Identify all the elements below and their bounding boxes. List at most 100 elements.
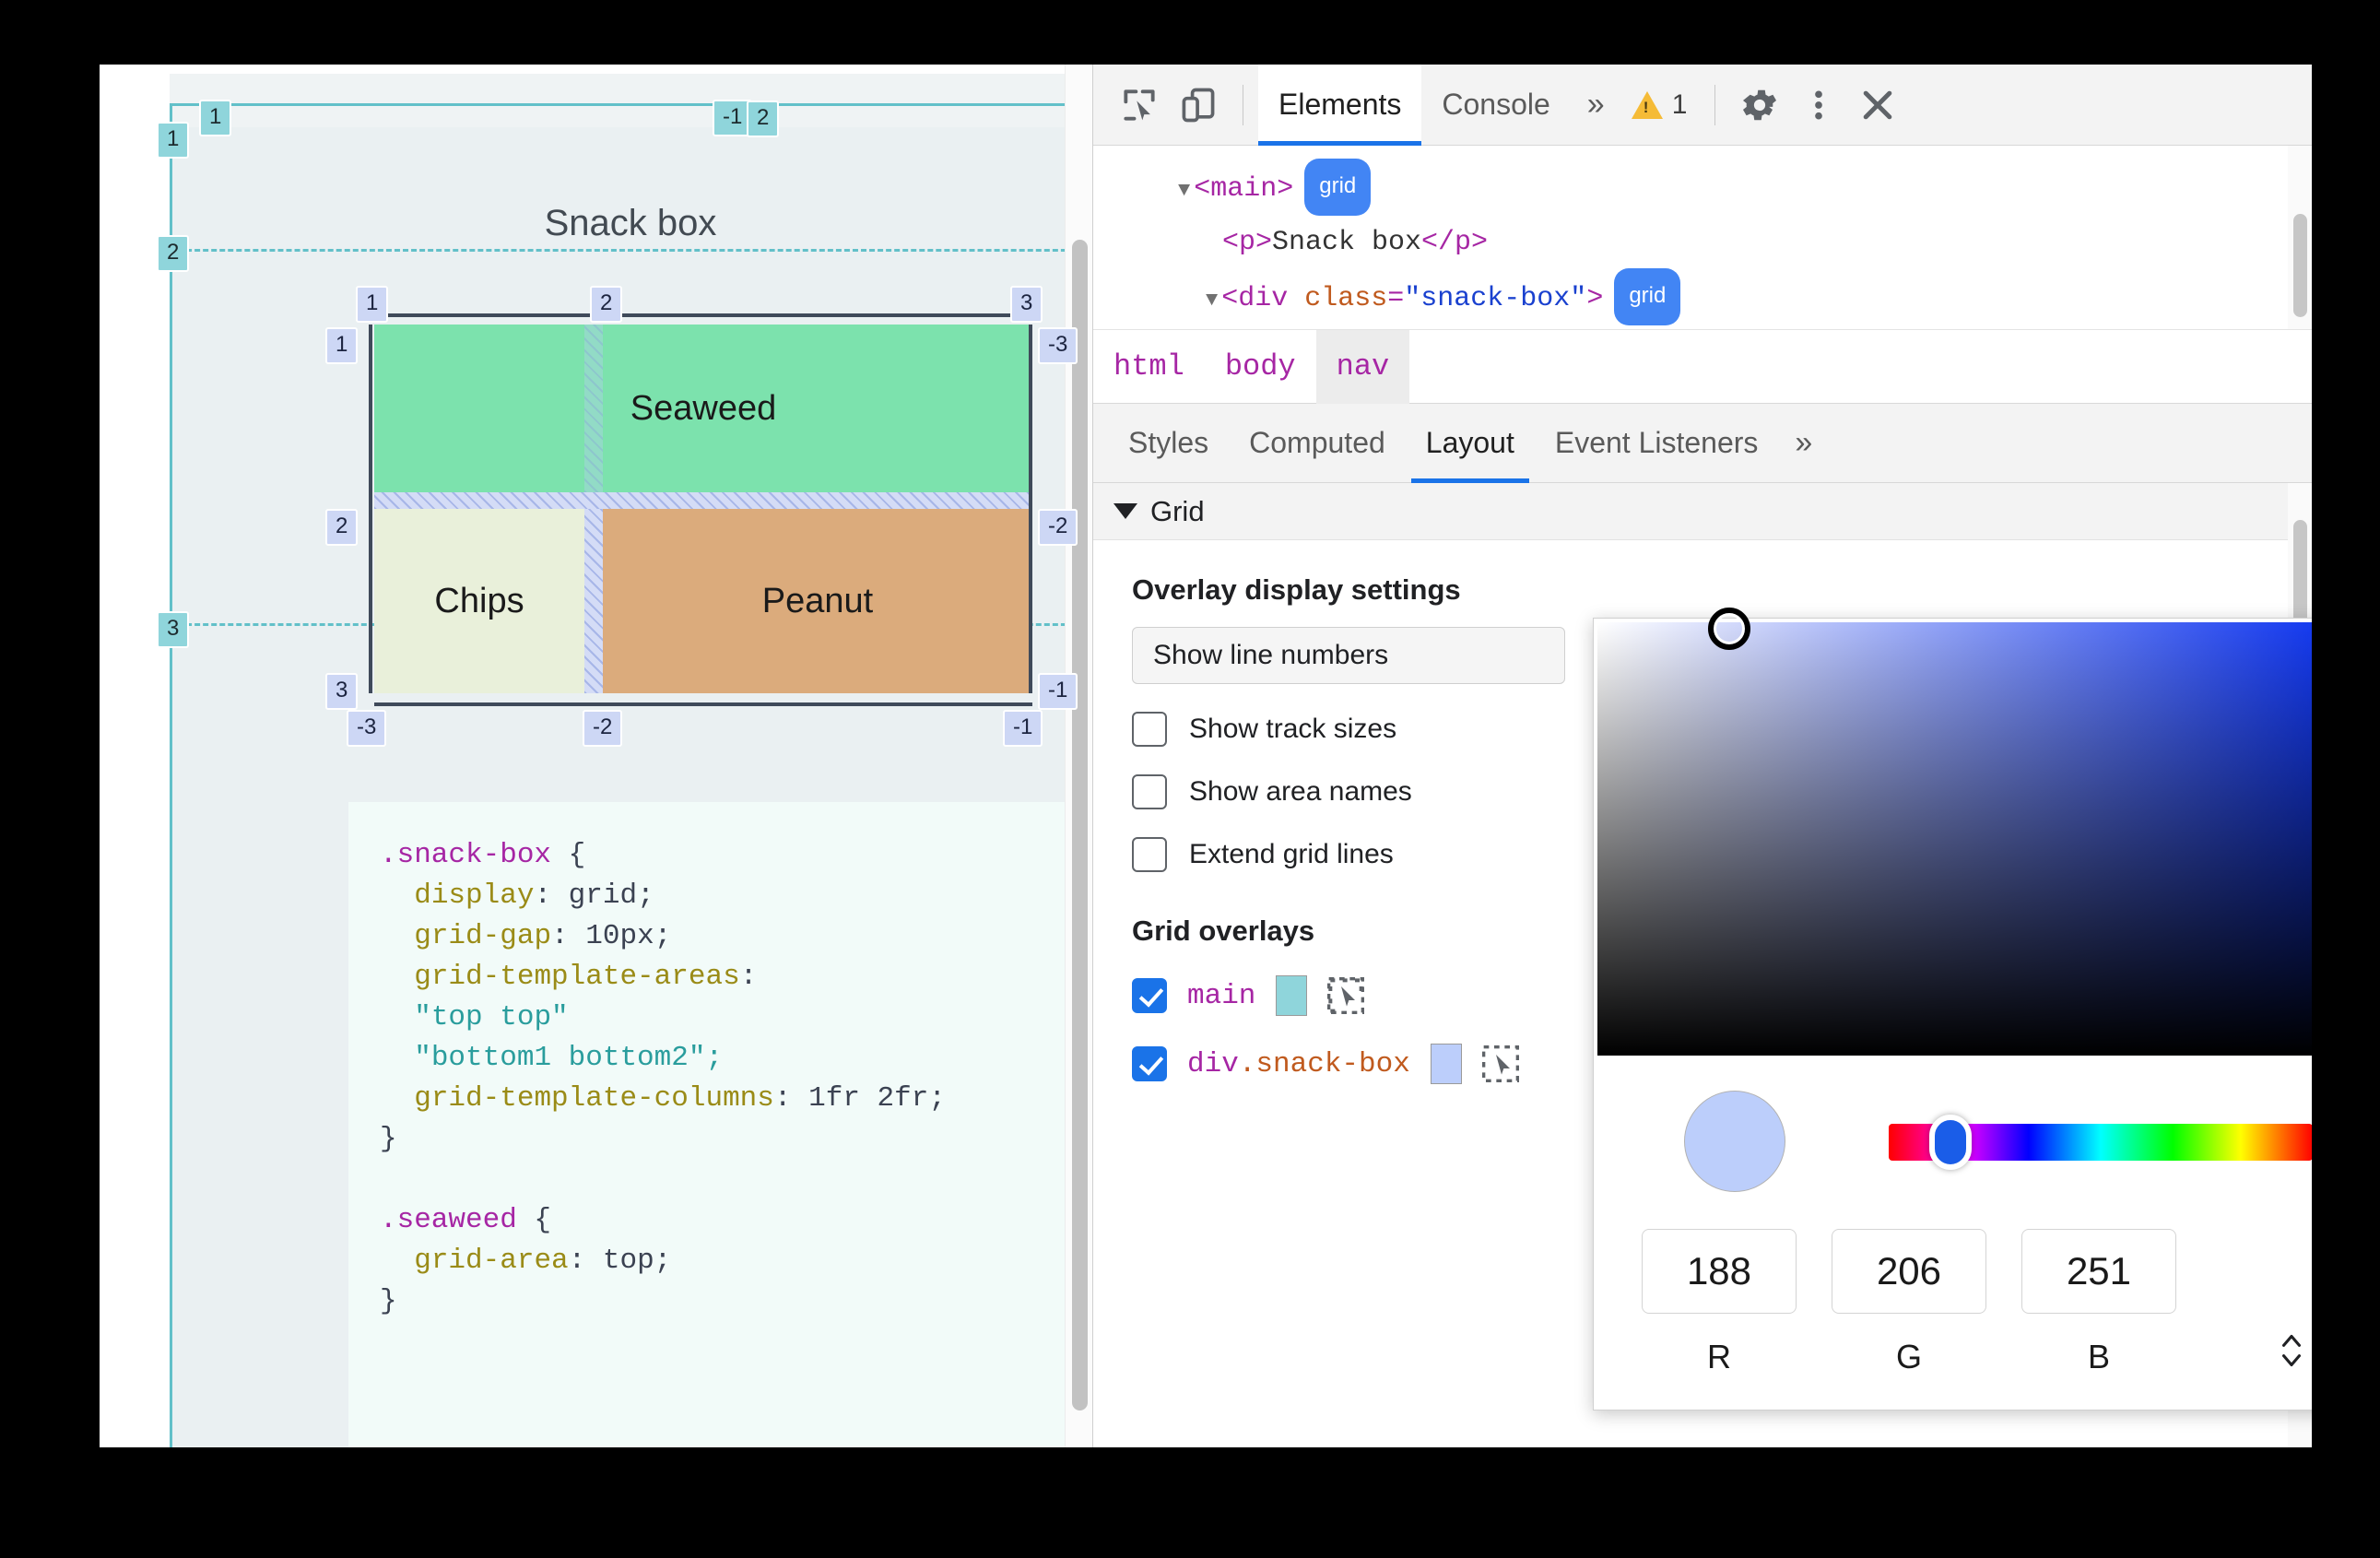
color-preview-swatch	[1684, 1091, 1785, 1192]
red-input[interactable]: 188	[1642, 1229, 1797, 1314]
tab-styles-label: Styles	[1128, 426, 1209, 459]
devtools-toolbar: Elements Console » 1	[1093, 65, 2312, 146]
inspect-element-icon[interactable]	[1110, 76, 1169, 135]
checkbox-row-extend-lines[interactable]: Extend grid lines	[1132, 837, 2312, 872]
dom-row-p[interactable]: <p>Snack box</p>	[1222, 227, 1489, 258]
grid-overlay-snackbox-color-swatch[interactable]	[1430, 1044, 1462, 1084]
gear-icon[interactable]	[1730, 76, 1789, 135]
breadcrumb-label-body: body	[1224, 349, 1296, 384]
color-picker-popup[interactable]: 188 R 206 G 251 B	[1593, 608, 2312, 1410]
grid-cell-seaweed-label: Seaweed	[630, 388, 777, 428]
breadcrumb-label-html: html	[1113, 349, 1184, 384]
page-title: Snack box	[544, 203, 717, 243]
tab-elements[interactable]: Elements	[1258, 65, 1422, 146]
show-track-sizes-label: Show track sizes	[1189, 714, 1397, 744]
green-input[interactable]: 206	[1832, 1229, 1986, 1314]
warning-indicator[interactable]: 1	[1619, 89, 1701, 121]
grid-overlay-snackbox-checkbox[interactable]	[1132, 1046, 1167, 1081]
dom-attr-class: class	[1304, 283, 1388, 314]
tab-console[interactable]: Console	[1421, 65, 1570, 146]
grid-gap-column	[584, 509, 603, 693]
grid-overlay-main-checkbox[interactable]	[1132, 978, 1167, 1013]
grid-overlay-snackbox-name: div.snack-box	[1187, 1048, 1410, 1080]
snackbox-badge-row-1: 1	[325, 327, 359, 364]
color-format-switcher-icon[interactable]	[2276, 1328, 2307, 1373]
code-prop-display: display	[414, 879, 535, 913]
grid-overlay-snackbox-element: div	[1187, 1047, 1239, 1080]
warning-count: 1	[1671, 89, 1688, 120]
breadcrumb-item-body[interactable]: body	[1205, 330, 1316, 404]
dom-tree-scrollbar-thumb[interactable]	[2293, 214, 2307, 317]
grid-badge-main[interactable]: grid	[1304, 159, 1372, 216]
expand-triangle-icon[interactable]: ▼	[1178, 179, 1191, 202]
rgb-field-b: 251 B	[2021, 1229, 2176, 1376]
checkbox-row-track-sizes[interactable]: Show track sizes	[1132, 712, 2312, 747]
snackbox-badge-row-neg3: -3	[1038, 327, 1078, 364]
viewport-scrollbar[interactable]	[1065, 65, 1092, 1447]
toolbar-divider-2	[1714, 84, 1716, 125]
grid-line-badge-row-1: 1	[157, 122, 190, 159]
code-val-grid-area: top;	[602, 1245, 672, 1278]
tab-styles[interactable]: Styles	[1108, 404, 1229, 483]
collapse-triangle-icon[interactable]	[1113, 503, 1137, 519]
hue-slider-handle[interactable]	[1929, 1115, 1972, 1170]
main-grid-line-left	[170, 103, 172, 1447]
css-code-block: .snack-box { display: grid; grid-gap: 10…	[348, 802, 1091, 1447]
code-area-row2: "bottom1 bottom2";	[414, 1042, 724, 1075]
green-value: 206	[1876, 1249, 1942, 1292]
select-element-icon[interactable]	[1327, 977, 1365, 1014]
grid-badge-snackbox[interactable]: grid	[1614, 268, 1681, 325]
kebab-menu-icon[interactable]	[1789, 76, 1848, 135]
main-grid-line-top	[170, 103, 1091, 106]
dom-tag-main: <main>	[1194, 173, 1294, 205]
code-val-columns: 1fr 2fr;	[808, 1082, 946, 1115]
more-sub-tabs-chevron-icon[interactable]: »	[1795, 425, 1812, 460]
snackbox-badge-col-neg3: -3	[347, 710, 387, 747]
blue-label: B	[2087, 1338, 2110, 1375]
tab-layout[interactable]: Layout	[1406, 404, 1535, 483]
dom-tree-scrollbar[interactable]	[2288, 146, 2312, 329]
tab-event-listeners[interactable]: Event Listeners	[1535, 404, 1779, 483]
grid-overlays-title: Grid overlays	[1132, 915, 1315, 947]
expand-triangle-icon[interactable]: ▼	[1206, 289, 1219, 312]
grid-overlay-main-name: main	[1187, 980, 1255, 1012]
show-area-names-checkbox[interactable]	[1132, 774, 1167, 809]
dom-tree[interactable]: ▼ <main> grid <p>Snack box</p> ▼ <div class…	[1093, 146, 2312, 330]
select-element-icon[interactable]	[1481, 1045, 1519, 1082]
breadcrumb-item-html[interactable]: html	[1093, 330, 1205, 404]
grid-gap-column-top	[584, 325, 603, 492]
saturation-value-box[interactable]	[1597, 608, 2312, 1056]
snackbox-badge-col-neg1: -1	[1003, 710, 1043, 747]
red-value: 188	[1686, 1249, 1752, 1292]
dom-text-snackbox: Snack box	[1272, 227, 1422, 258]
blue-input[interactable]: 251	[2021, 1229, 2176, 1314]
grid-line-badge-row-2: 2	[157, 235, 190, 272]
breadcrumb: html body nav	[1093, 329, 2312, 404]
show-track-sizes-checkbox[interactable]	[1132, 712, 1167, 747]
grid-overlay-main-color-swatch[interactable]	[1276, 975, 1308, 1016]
code-prop-columns: grid-template-columns	[414, 1082, 774, 1115]
dom-row-chips[interactable]: <div class="chips">Chips</div>	[1093, 326, 2312, 329]
dom-row-main[interactable]: ▼ <main> grid	[1093, 159, 2312, 217]
grid-section-header[interactable]: Grid	[1093, 483, 2312, 540]
checkbox-row-area-names[interactable]: Show area names	[1132, 774, 2312, 809]
grid-line-badge-col-2: 2	[747, 100, 780, 137]
tab-elements-label: Elements	[1278, 88, 1402, 121]
more-tabs-chevron-icon[interactable]: »	[1586, 87, 1605, 122]
line-numbers-select[interactable]: Show line numbers	[1132, 627, 1565, 684]
tab-computed-label: Computed	[1249, 426, 1385, 459]
snackbox-line-left	[369, 325, 372, 693]
grid-overlay-row-snackbox[interactable]: div.snack-box	[1132, 1044, 2312, 1084]
viewport-scrollbar-thumb[interactable]	[1072, 240, 1088, 1410]
device-toolbar-icon[interactable]	[1169, 76, 1228, 135]
saturation-value-handle[interactable]	[1708, 608, 1750, 650]
grid-overlay-row-main[interactable]: main	[1132, 975, 2312, 1016]
breadcrumb-item-nav[interactable]: nav	[1315, 329, 1410, 404]
code-rule2-selector: .seaweed	[380, 1204, 517, 1237]
extend-grid-lines-checkbox[interactable]	[1132, 837, 1167, 872]
tab-computed[interactable]: Computed	[1229, 404, 1406, 483]
line-numbers-select-value: Show line numbers	[1153, 640, 1389, 670]
grid-line-badge-col-1: 1	[199, 100, 232, 136]
dom-row-snackbox[interactable]: ▼ <div class="snack-box"> grid	[1093, 268, 2312, 326]
close-icon[interactable]	[1848, 76, 1907, 135]
